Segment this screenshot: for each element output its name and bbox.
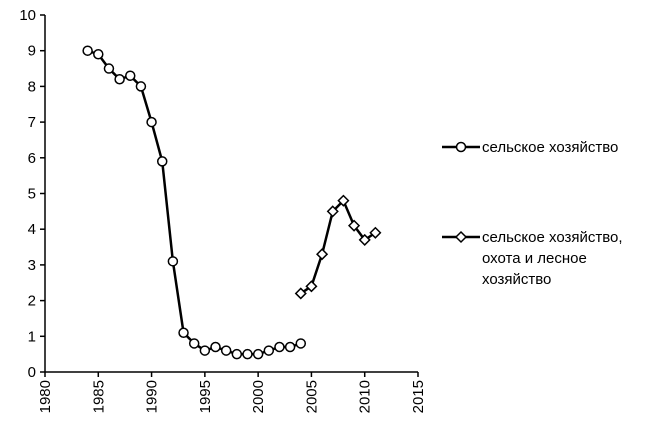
circle-marker (231, 348, 243, 360)
y-tick-label: 10 (19, 7, 36, 24)
circle-marker (146, 116, 157, 128)
circle-marker (210, 341, 221, 353)
circle-marker (295, 338, 307, 349)
x-tick-label: 2010 (357, 380, 374, 413)
circle-marker (167, 256, 179, 267)
diamond-marker (369, 226, 382, 239)
y-tick-label: 0 (28, 364, 36, 381)
y-tick-label: 4 (28, 221, 36, 238)
legend-item: сельское хозяйство (440, 137, 632, 158)
circle-marker (156, 156, 168, 167)
diamond-marker (347, 219, 361, 232)
diamond-marker (358, 233, 371, 246)
circle-marker (125, 70, 136, 81)
circle-marker (455, 141, 467, 153)
circle-marker (242, 348, 253, 360)
circle-marker (178, 327, 189, 338)
circle-marker (114, 74, 125, 85)
legend-label: сельское хозяйство (482, 139, 619, 156)
series-line (300, 198, 377, 295)
legend-item: сельское хозяйство, охота и лесное хозяй… (440, 227, 632, 290)
y-tick-label: 3 (28, 257, 36, 274)
series-line (87, 49, 302, 356)
x-tick-label: 2005 (303, 380, 320, 413)
circle-marker (274, 341, 285, 353)
y-tick-label: 7 (28, 114, 36, 131)
legend-swatch (442, 141, 480, 153)
diamond-marker (454, 230, 468, 244)
circle-marker (199, 345, 211, 356)
diamond-marker (326, 205, 339, 218)
y-tick-label: 2 (28, 293, 36, 310)
circle-marker (93, 49, 104, 60)
y-tick-label: 1 (28, 328, 36, 345)
circle-marker (188, 338, 200, 349)
y-tick-label: 8 (28, 78, 36, 95)
y-tick-label: 9 (28, 43, 36, 60)
x-tick-label: 2000 (250, 380, 267, 413)
x-tick-label: 2015 (410, 380, 427, 413)
circle-marker (263, 345, 275, 356)
x-tick-label: 1985 (90, 380, 107, 413)
circle-marker (284, 341, 296, 353)
x-tick-label: 1980 (37, 380, 54, 413)
diamond-marker (316, 248, 329, 261)
x-tick-label: 1990 (144, 380, 161, 413)
circle-marker (220, 345, 232, 356)
x-tick-label: 1995 (197, 380, 214, 413)
y-tick-label: 6 (28, 150, 36, 167)
circle-marker (103, 63, 115, 74)
diamond-marker (337, 194, 350, 207)
legend-swatch (442, 230, 480, 244)
legend-label: сельское хозяйство, охота и лесное хозяй… (482, 229, 623, 288)
y-tick-label: 5 (28, 186, 36, 203)
circle-marker (135, 81, 147, 92)
diamond-marker (294, 287, 307, 300)
diamond-marker (305, 280, 318, 293)
circle-marker (82, 45, 93, 56)
circle-marker (252, 348, 264, 360)
